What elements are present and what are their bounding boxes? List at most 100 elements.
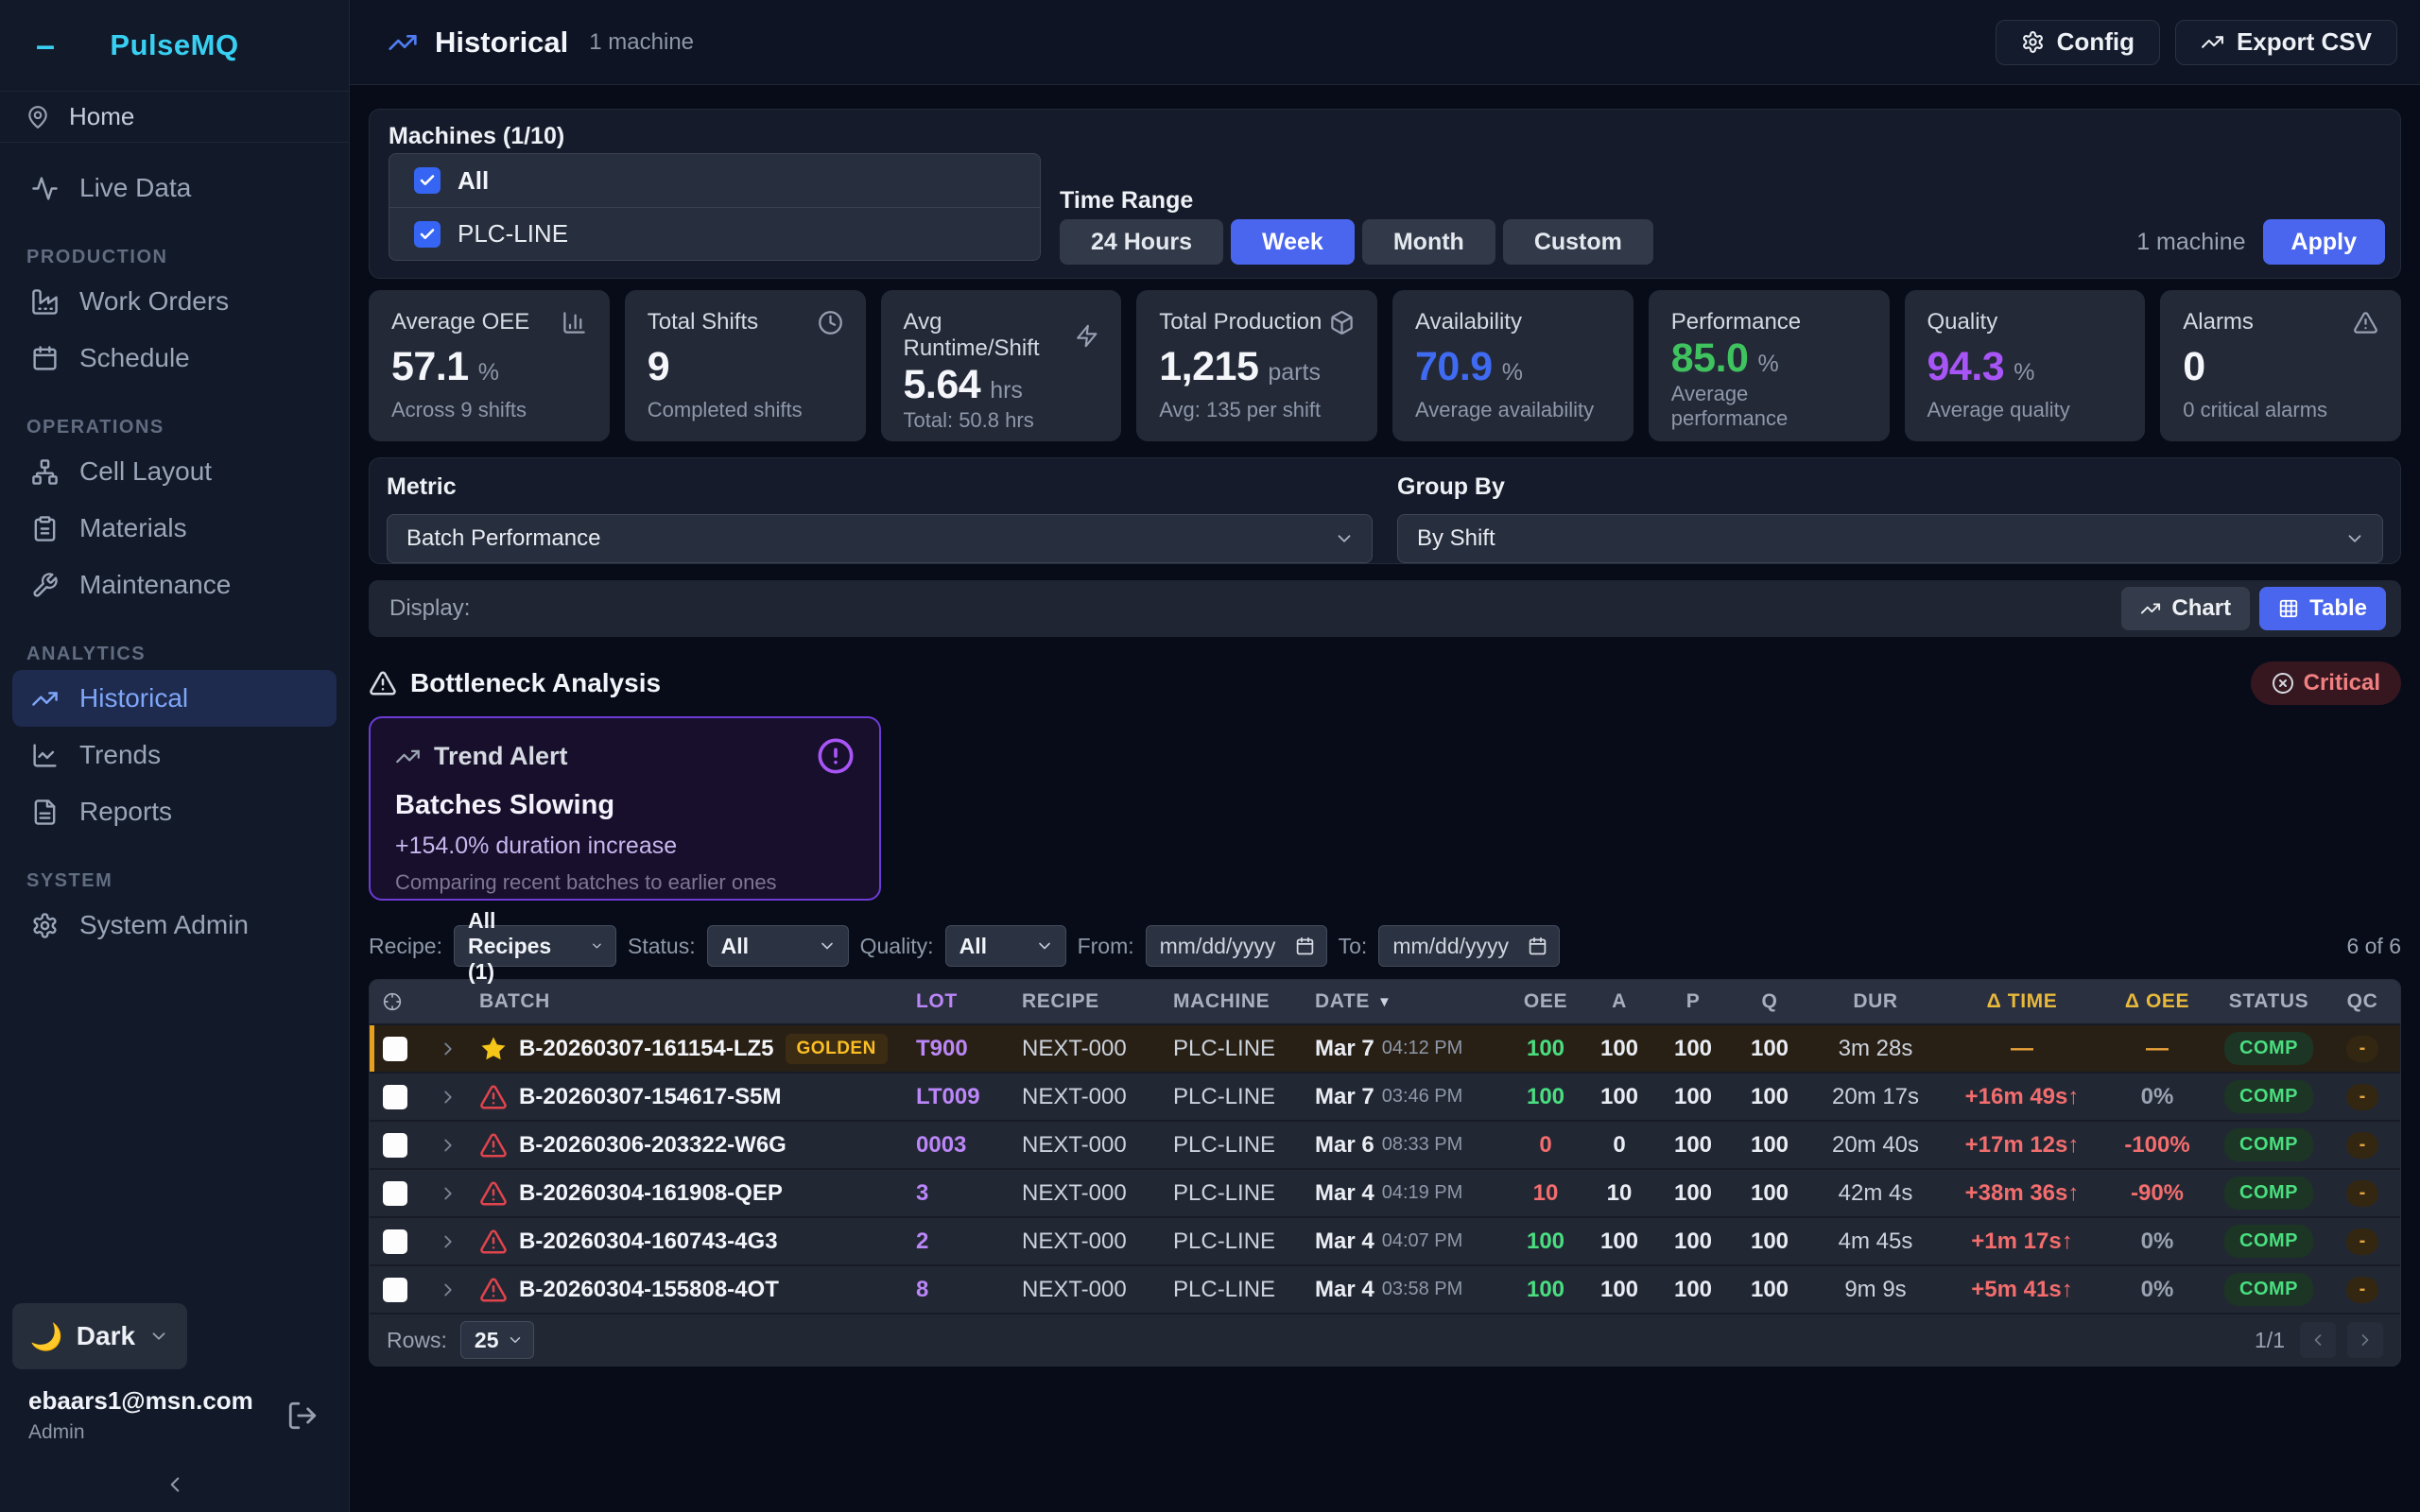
next-page-button[interactable] xyxy=(2347,1322,2383,1358)
col-p[interactable]: P xyxy=(1685,990,1701,1012)
duration-cell: 42m 4s xyxy=(1838,1179,1913,1206)
row-checkbox[interactable] xyxy=(383,1036,407,1061)
row-checkbox[interactable] xyxy=(383,1228,407,1254)
col-qc[interactable]: QC xyxy=(2346,990,2378,1012)
col-status[interactable]: STATUS xyxy=(2228,990,2309,1012)
golden-badge: GOLDEN xyxy=(785,1033,888,1064)
duration-cell: 4m 45s xyxy=(1838,1228,1913,1254)
row-expand-button[interactable] xyxy=(424,1135,466,1156)
table-row[interactable]: B-20260304-155808-4OT 8 NEXT-000 PLC-LIN… xyxy=(370,1264,2400,1313)
kpi-sub: Completed shifts xyxy=(647,398,803,421)
date-cell: Mar 7 03:46 PM xyxy=(1315,1083,1463,1109)
sidebar-item-materials[interactable]: Materials xyxy=(0,500,349,557)
sidebar-item-reports[interactable]: Reports xyxy=(0,783,349,840)
row-checkbox[interactable] xyxy=(383,1132,407,1158)
sidebar-collapse-toggle[interactable] xyxy=(0,1457,349,1512)
duration-cell: 20m 17s xyxy=(1831,1083,1920,1109)
qc-cell: - xyxy=(2325,1083,2400,1110)
sidebar-item-live-data[interactable]: Live Data xyxy=(0,160,349,216)
from-date-input[interactable]: mm/dd/yyyy xyxy=(1145,925,1327,967)
col-batch[interactable]: BATCH xyxy=(479,990,550,1012)
calendar-icon xyxy=(33,345,57,370)
result-count: 6 of 6 xyxy=(2346,933,2401,958)
oee-cell: 10 xyxy=(1532,1179,1559,1206)
date-cell: Mar 4 03:58 PM xyxy=(1315,1276,1463,1302)
sidebar-item-label: Maintenance xyxy=(79,570,232,599)
sidebar-item-historical[interactable]: Historical xyxy=(12,670,337,727)
table-row[interactable]: B-20260306-203322-W6G 0003 NEXT-000 PLC-… xyxy=(370,1120,2400,1168)
group-by-select[interactable]: By Shift xyxy=(1397,514,2383,563)
sidebar-item-system-admin[interactable]: System Admin xyxy=(0,897,349,954)
duration-cell: 20m 40s xyxy=(1831,1131,1920,1158)
to-date-input[interactable]: mm/dd/yyyy xyxy=(1378,925,1561,967)
rows-per-page-select[interactable]: 25 xyxy=(459,1321,534,1359)
kpi-sub: Avg: 135 per shift xyxy=(1159,398,1322,421)
prev-page-button[interactable] xyxy=(2300,1322,2336,1358)
sidebar-item-trends[interactable]: Trends xyxy=(0,727,349,783)
sidebar-item-maintenance[interactable]: Maintenance xyxy=(0,557,349,613)
date-cell: Mar 6 08:33 PM xyxy=(1315,1131,1463,1158)
col-oee[interactable]: OEE xyxy=(1523,990,1568,1012)
quality-select[interactable]: All xyxy=(944,925,1066,967)
kpi-value: 1,215 xyxy=(1159,343,1259,389)
q-cell: 100 xyxy=(1750,1276,1789,1302)
checkbox-checked-icon[interactable] xyxy=(414,220,441,248)
col-recipe[interactable]: RECIPE xyxy=(1022,990,1099,1012)
time-range-month[interactable]: Month xyxy=(1361,219,1495,265)
lot-cell: 0003 xyxy=(916,1131,967,1158)
display-chart-button[interactable]: Chart xyxy=(2121,587,2251,630)
machine-cell: PLC-LINE xyxy=(1173,1131,1276,1158)
col-date[interactable]: DATE ▼ xyxy=(1315,990,1392,1012)
row-checkbox[interactable] xyxy=(383,1084,407,1109)
col-q[interactable]: Q xyxy=(1761,990,1778,1012)
checkbox-checked-icon[interactable] xyxy=(414,167,441,194)
theme-selector[interactable]: 🌙 Dark xyxy=(12,1303,187,1369)
time-range-week[interactable]: Week xyxy=(1230,219,1355,265)
oee-cell: 100 xyxy=(1526,1228,1565,1254)
table-row[interactable]: B-20260304-161908-QEP 3 NEXT-000 PLC-LIN… xyxy=(370,1168,2400,1216)
table-row[interactable]: B-20260307-154617-S5M LT009 NEXT-000 PLC… xyxy=(370,1072,2400,1120)
chart-line-icon xyxy=(33,743,57,767)
table-row[interactable]: B-20260304-160743-4G3 2 NEXT-000 PLC-LIN… xyxy=(370,1216,2400,1264)
bottleneck-header: Bottleneck Analysis Critical xyxy=(369,662,2401,705)
col-machine[interactable]: MACHINE xyxy=(1173,990,1270,1012)
time-range-custom[interactable]: Custom xyxy=(1502,219,1653,265)
row-expand-button[interactable] xyxy=(424,1231,466,1252)
col-dur[interactable]: DUR xyxy=(1853,990,1898,1012)
table-row[interactable]: B-20260307-161154-LZ5 GOLDEN T900 NEXT-0… xyxy=(370,1023,2400,1072)
sidebar-item-work-orders[interactable]: Work Orders xyxy=(0,273,349,330)
row-expand-button[interactable] xyxy=(424,1039,466,1059)
chevron-down-icon xyxy=(1038,942,1050,950)
metric-select[interactable]: Batch Performance xyxy=(387,514,1373,563)
col-delta-time[interactable]: Δ TIME xyxy=(1986,990,2058,1012)
row-checkbox[interactable] xyxy=(383,1180,407,1206)
trending-up-icon xyxy=(389,34,417,50)
row-checkbox[interactable] xyxy=(383,1277,407,1302)
recipe-select[interactable]: All Recipes (1) xyxy=(453,908,616,984)
machine-option-plc-line[interactable]: PLC-LINE xyxy=(389,207,1040,260)
col-a[interactable]: A xyxy=(1612,990,1627,1012)
config-button[interactable]: Config xyxy=(1995,19,2160,65)
sidebar-item-schedule[interactable]: Schedule xyxy=(0,330,349,387)
kpi-label: Performance xyxy=(1670,309,1802,335)
status-badge: COMP xyxy=(2224,1225,2313,1258)
logout-button[interactable] xyxy=(286,1400,319,1432)
row-expand-button[interactable] xyxy=(424,1280,466,1300)
bottleneck-title: Bottleneck Analysis xyxy=(410,668,662,697)
display-table-button[interactable]: Table xyxy=(2259,587,2386,630)
col-lot[interactable]: LOT xyxy=(916,990,958,1012)
row-expand-button[interactable] xyxy=(424,1183,466,1204)
date-cell: Mar 4 04:07 PM xyxy=(1315,1228,1463,1254)
machine-option-all[interactable]: All xyxy=(389,154,1040,207)
status-select[interactable]: All xyxy=(706,925,849,967)
sidebar-item-home[interactable]: Home xyxy=(0,92,349,143)
calendar-icon xyxy=(1296,936,1313,954)
apply-button[interactable]: Apply xyxy=(2262,219,2385,265)
export-csv-button[interactable]: Export CSV xyxy=(2174,19,2397,65)
sidebar-collapse-button[interactable]: – xyxy=(36,26,56,64)
sidebar-item-cell-layout[interactable]: Cell Layout xyxy=(0,443,349,500)
sidebar-item-label: Cell Layout xyxy=(79,456,213,486)
row-expand-button[interactable] xyxy=(424,1087,466,1108)
time-range-24-hours[interactable]: 24 Hours xyxy=(1060,219,1223,265)
col-delta-oee[interactable]: Δ OEE xyxy=(2124,990,2190,1012)
